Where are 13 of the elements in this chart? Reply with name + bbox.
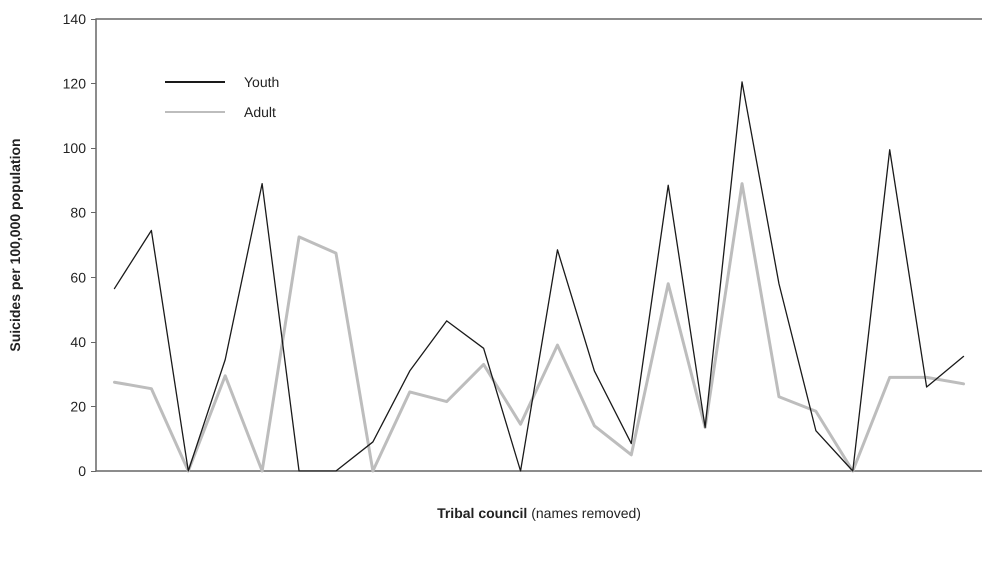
y-tick-label: 0 [78, 463, 86, 479]
x-axis-title: Tribal council (names removed) [437, 505, 641, 521]
y-tick-label: 80 [70, 204, 86, 221]
y-tick-label: 60 [70, 269, 86, 286]
legend-label: Youth [244, 74, 280, 90]
line-series [112, 182, 966, 472]
y-tick-label: 40 [70, 334, 86, 350]
y-axis-title: Suicides per 100,000 population [7, 138, 23, 352]
legend-label: Adult [244, 104, 276, 120]
y-tick-label: 100 [62, 140, 86, 156]
y-tick-label: 20 [70, 398, 86, 414]
y-tick-label: 120 [62, 76, 86, 92]
y-tick-label: 140 [62, 11, 86, 27]
